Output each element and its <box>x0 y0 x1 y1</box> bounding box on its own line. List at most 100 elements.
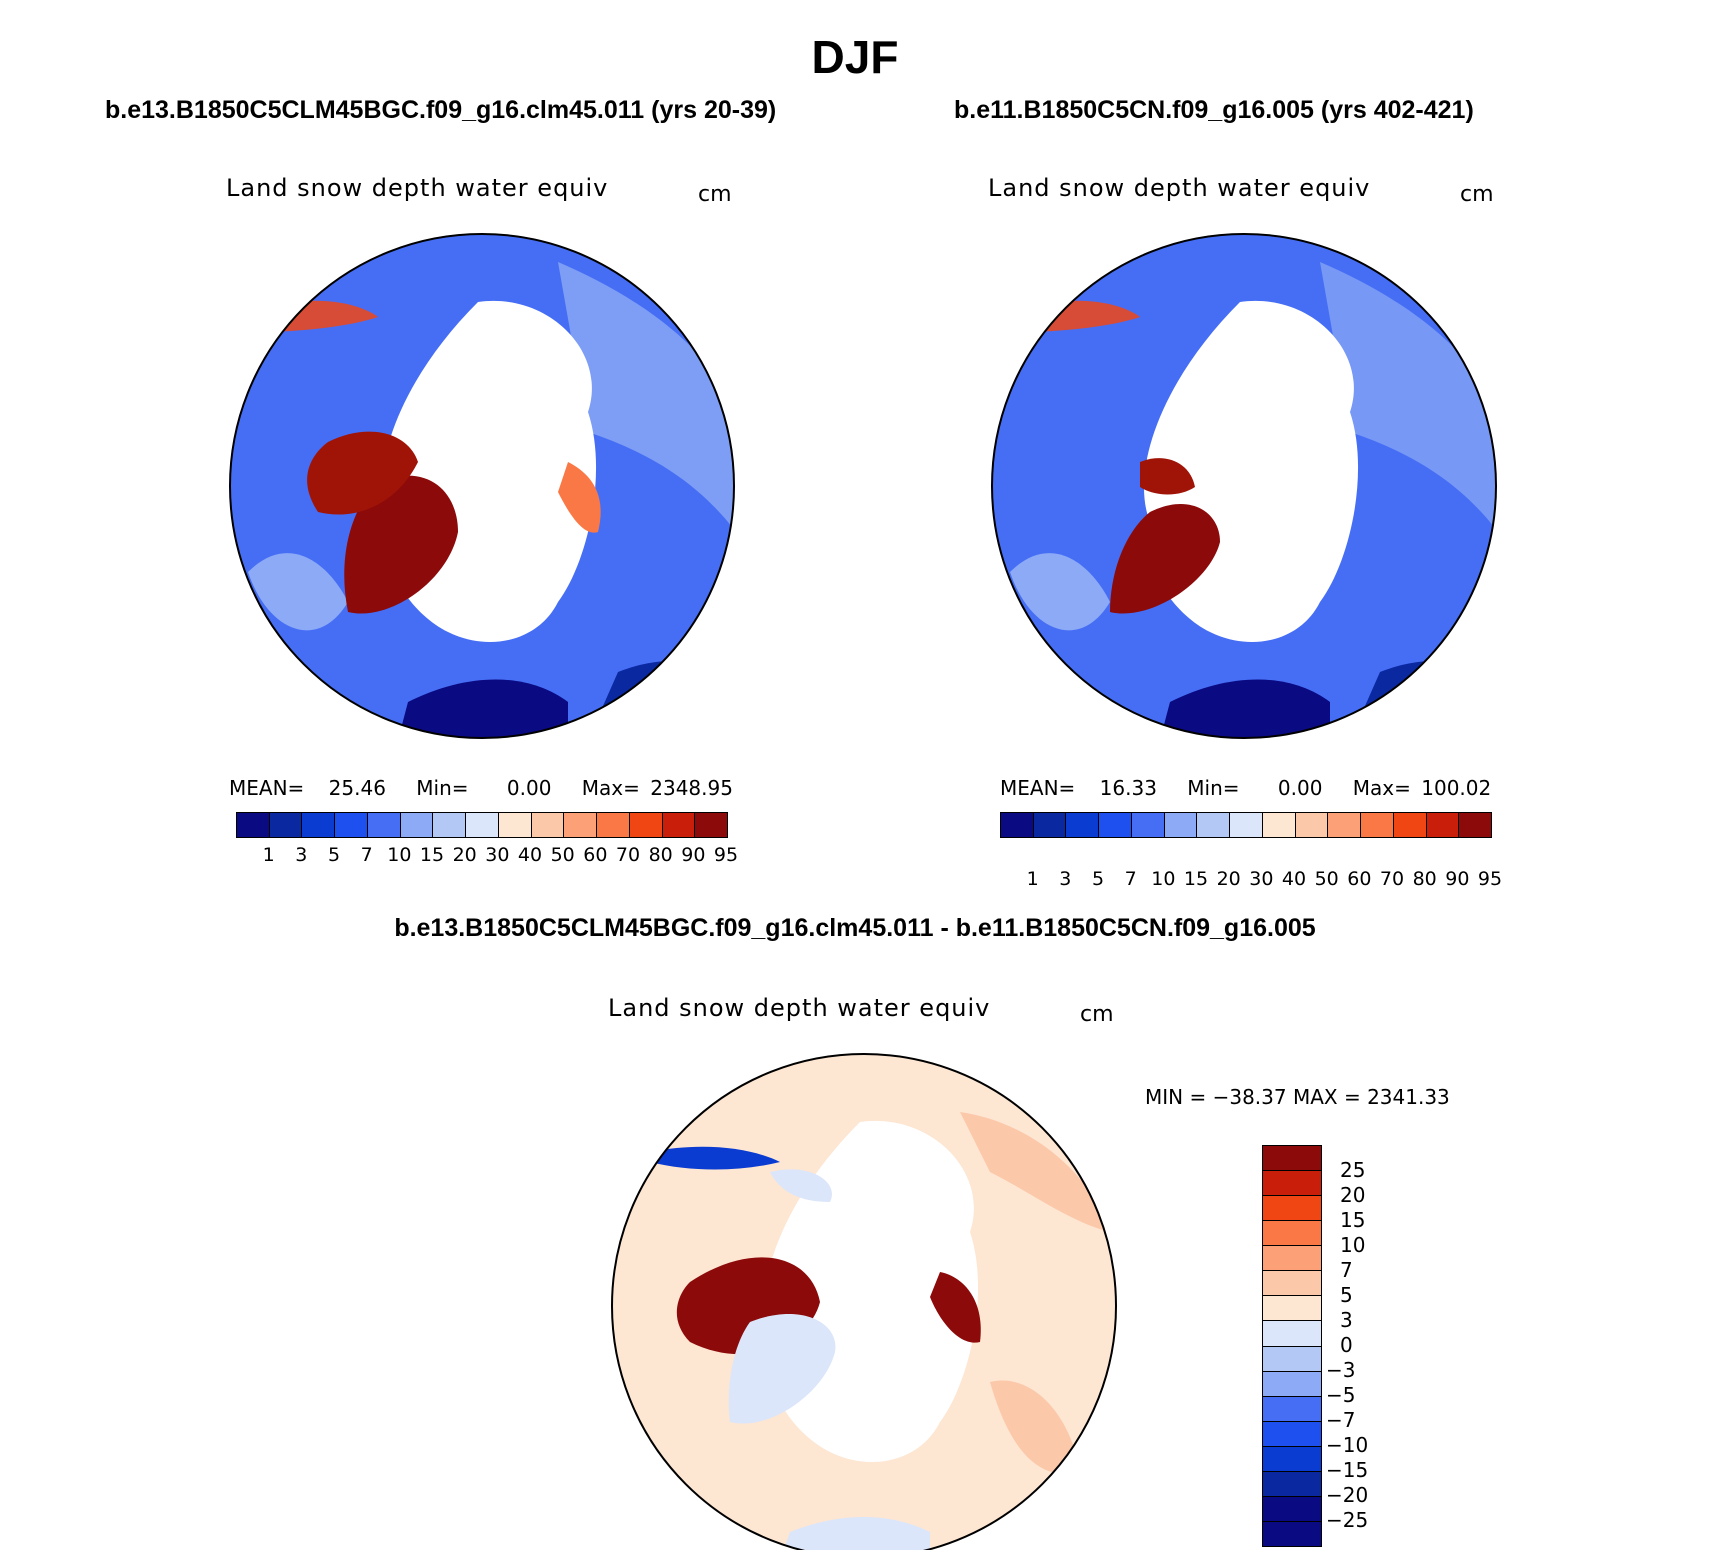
panel1-variable-title: Land snow depth water equiv <box>226 174 609 202</box>
panel1-colorbar-tick-label: 70 <box>615 844 641 866</box>
difference-colorbar-swatch <box>1263 1296 1321 1322</box>
panel1-colorbar-tick-label: 95 <box>713 844 739 866</box>
panel1-min: 0.00 <box>506 776 552 800</box>
difference-colorbar-swatch <box>1263 1271 1321 1297</box>
difference-colorbar-tick-label: 3 <box>1340 1308 1353 1332</box>
panel1-colorbar-swatch <box>695 813 728 837</box>
panel2-colorbar-swatch <box>1459 813 1492 837</box>
panel1-colorbar-tick-label: 30 <box>485 844 510 866</box>
panel1-colorbar-swatch <box>433 813 467 837</box>
difference-colorbar-swatch <box>1263 1171 1321 1197</box>
panel1-colorbar-tick-label: 20 <box>452 844 477 866</box>
panel1-mean: 25.46 <box>328 776 386 800</box>
panel1-colorbar-swatch <box>335 813 368 837</box>
panel1-colorbar-swatch <box>237 813 270 837</box>
panel2-colorbar-swatch <box>1393 813 1427 837</box>
panel2-colorbar-tick-label: 80 <box>1412 868 1437 890</box>
panel1-colorbar-swatch <box>466 813 499 837</box>
panel2-min: 0.00 <box>1277 776 1323 800</box>
panel2-colorbar-swatch <box>1197 813 1231 837</box>
difference-colorbar-tick-label: −20 <box>1326 1483 1369 1507</box>
difference-colorbar-swatch <box>1263 1471 1321 1497</box>
panel1-colorbar-tick-label: 1 <box>262 844 275 866</box>
panel2-units: cm <box>1460 182 1494 207</box>
difference-colorbar-swatch <box>1263 1396 1321 1422</box>
panel1-units: cm <box>698 182 732 207</box>
panel2-colorbar-swatch <box>1066 813 1100 837</box>
figure-title: DJF <box>811 31 899 83</box>
difference-colorbar-tick-label: −5 <box>1326 1383 1356 1407</box>
difference-colorbar-swatch <box>1263 1371 1321 1397</box>
panel1-polar-map <box>229 233 735 739</box>
difference-colorbar-swatch <box>1263 1346 1321 1372</box>
difference-colorbar-swatch <box>1263 1521 1321 1546</box>
panel2-colorbar-tick-label: 1 <box>1026 868 1039 890</box>
difference-colorbar-swatch <box>1263 1446 1321 1472</box>
panel2-stats: MEAN= 16.33 Min= 0.00 Max= 100.02 <box>1000 776 1491 800</box>
panel1-colorbar-tick-label: 5 <box>327 844 341 866</box>
difference-colorbar-swatch <box>1263 1196 1321 1222</box>
panel2-colorbar-tick-label: 10 <box>1151 868 1176 890</box>
difference-colorbar-tick-label: 5 <box>1340 1283 1353 1307</box>
panel2-max: 100.02 <box>1421 776 1492 800</box>
difference-colorbar-tick-label: −15 <box>1326 1458 1369 1482</box>
panel1-colorbar-tick-label: 50 <box>550 844 575 866</box>
panel2-colorbar-tick-label: 60 <box>1347 868 1372 890</box>
panel2-colorbar-swatch <box>1262 813 1296 837</box>
panel2-colorbar-swatch <box>1361 813 1394 837</box>
panel2-colorbar-swatch <box>1099 813 1132 837</box>
difference-variable-title: Land snow depth water equiv <box>608 994 991 1022</box>
difference-colorbar-tick-label: 20 <box>1340 1183 1366 1207</box>
difference-units: cm <box>1080 1002 1114 1027</box>
panel2-colorbar-tick-label: 15 <box>1183 868 1209 890</box>
panel2-variable-title: Land snow depth water equiv <box>988 174 1371 202</box>
panel1-colorbar <box>236 812 728 838</box>
panel1-min-label: Min= <box>416 776 469 800</box>
panel2-polar-map <box>991 233 1497 739</box>
panel2-colorbar-swatch <box>1033 813 1067 837</box>
panel2-colorbar-tick-label: 20 <box>1216 868 1241 890</box>
panel1-colorbar-swatch <box>302 813 336 837</box>
panel1-colorbar-tick-label: 7 <box>360 844 373 866</box>
difference-colorbar-swatch <box>1263 1421 1321 1447</box>
difference-colorbar <box>1262 1145 1322 1547</box>
difference-colorbar-swatch <box>1263 1146 1321 1172</box>
panel2-mean: 16.33 <box>1099 776 1157 800</box>
panel1-colorbar-tick-label: 10 <box>387 844 412 866</box>
panel1-colorbar-swatch <box>597 813 630 837</box>
panel2-mean-label: MEAN= <box>1000 776 1076 800</box>
difference-colorbar-swatch <box>1263 1321 1321 1347</box>
panel1-case-title: b.e13.B1850C5CLM45BGC.f09_g16.clm45.011 … <box>105 96 777 124</box>
panel2-colorbar-swatch <box>1328 813 1362 837</box>
panel1-colorbar-swatch <box>564 813 598 837</box>
panel2-colorbar-swatch <box>1164 813 1198 837</box>
difference-title: b.e13.B1850C5CLM45BGC.f09_g16.clm45.011 … <box>394 914 1316 942</box>
panel2-max-label: Max= <box>1352 776 1411 800</box>
difference-colorbar-tick-label: 10 <box>1340 1233 1366 1257</box>
panel1-colorbar-swatch <box>367 813 401 837</box>
panel2-colorbar-tick-label: 30 <box>1249 868 1274 890</box>
difference-colorbar-swatch <box>1263 1496 1321 1522</box>
panel2-colorbar-tick-label: 50 <box>1314 868 1339 890</box>
panel2-colorbar-swatch <box>1001 813 1034 837</box>
panel1-colorbar-swatch <box>269 813 303 837</box>
panel1-stats: MEAN= 25.46 Min= 0.00 Max= 2348.95 <box>229 776 733 800</box>
panel2-colorbar-ticks: 1 3 5 7 10 15 20 30 40 50 60 70 80 90 95 <box>1000 868 1502 892</box>
panel1-max-label: Max= <box>581 776 640 800</box>
difference-polar-map <box>611 1053 1117 1550</box>
panel2-colorbar-swatch <box>1295 813 1329 837</box>
panel1-colorbar-tick-label: 80 <box>648 844 673 866</box>
panel1-colorbar-tick-label: 90 <box>681 844 706 866</box>
difference-colorbar-tick-label: −25 <box>1326 1508 1369 1532</box>
panel1-colorbar-tick-label: 3 <box>295 844 308 866</box>
panel1-colorbar-swatch <box>498 813 532 837</box>
difference-colorbar-tick-label: −7 <box>1326 1408 1356 1432</box>
difference-colorbar-tick-label: −10 <box>1326 1433 1369 1457</box>
panel1-colorbar-tick-label: 60 <box>583 844 608 866</box>
panel2-colorbar-swatch <box>1131 813 1165 837</box>
difference-minmax: MIN = −38.37 MAX = 2341.33 <box>1145 1085 1450 1109</box>
panel1-colorbar-tick-label: 15 <box>419 844 445 866</box>
panel2-min-label: Min= <box>1187 776 1240 800</box>
difference-colorbar-swatch <box>1263 1246 1321 1272</box>
panel2-colorbar-tick-label: 7 <box>1124 868 1137 890</box>
